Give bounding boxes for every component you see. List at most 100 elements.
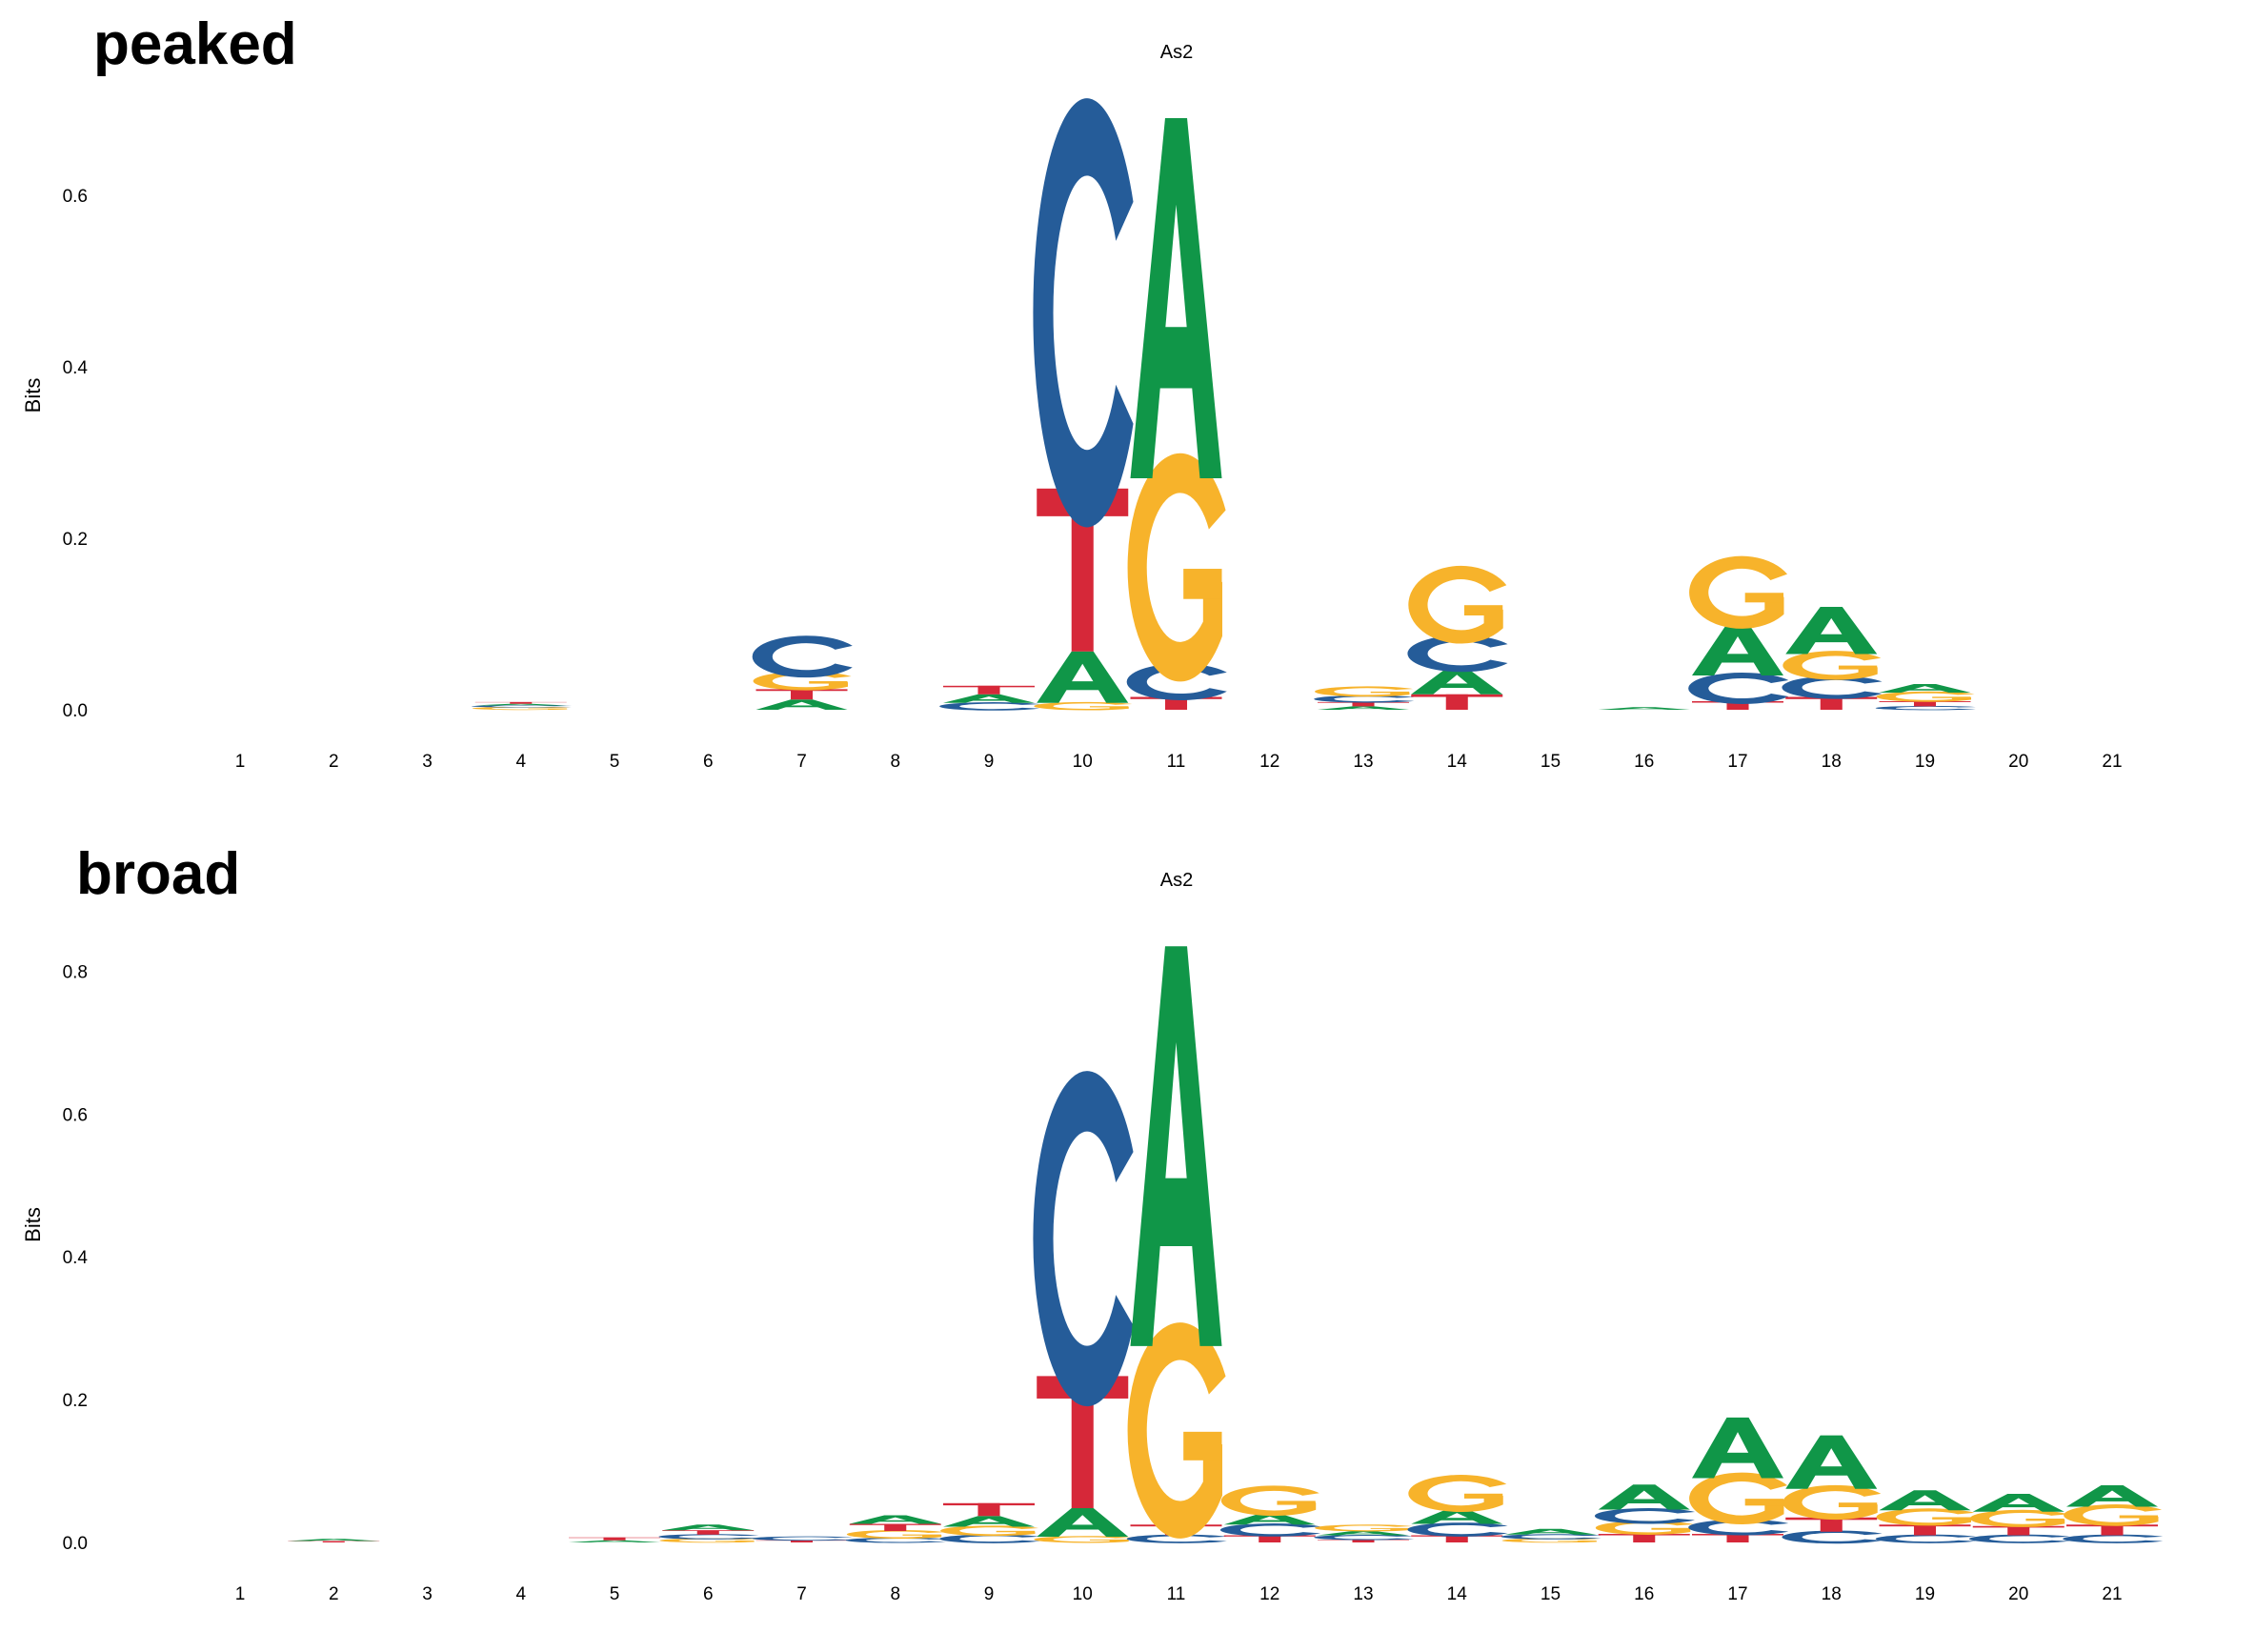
x-tick-label: 7 bbox=[796, 1584, 807, 1604]
logo-letter-c bbox=[752, 635, 853, 678]
panel-label: broad bbox=[76, 841, 241, 907]
logo-letter-a bbox=[849, 1515, 941, 1524]
x-tick-label: 1 bbox=[235, 752, 246, 772]
x-tick-label: 6 bbox=[703, 1584, 714, 1604]
logo-title: As2 bbox=[1159, 870, 1194, 891]
logo-letter-c bbox=[1314, 1535, 1415, 1541]
logo-letter-a bbox=[569, 1540, 660, 1542]
logo-letter-a bbox=[1785, 607, 1878, 655]
logo-letter-c bbox=[472, 705, 573, 708]
logo-letter-c bbox=[2063, 1534, 2164, 1543]
x-tick-label: 17 bbox=[1727, 752, 1747, 772]
x-tick-label: 2 bbox=[329, 752, 339, 772]
logo-letter-a bbox=[1598, 1484, 1690, 1510]
logo-letter-t bbox=[755, 689, 848, 700]
logo-letter-a bbox=[1411, 668, 1503, 695]
logo-letter-t bbox=[1879, 701, 1971, 707]
x-tick-label: 18 bbox=[1822, 752, 1842, 772]
logo-letter-g bbox=[1408, 565, 1507, 644]
y-tick-label: 0.0 bbox=[63, 1534, 88, 1554]
peaked-panel: peaked As2 Bits 0.0 0.2 0.4 0.6 1 2 3 4 5 6 7 8 9 10 11… bbox=[21, 11, 2123, 773]
x-tick-label: 12 bbox=[1259, 752, 1279, 772]
logo-letter-c bbox=[1876, 706, 1976, 711]
logo-letter-a bbox=[1318, 1531, 1409, 1536]
y-tick-label: 0.2 bbox=[63, 1391, 88, 1411]
broad-panel: broad As2 Bits 0.0 0.2 0.4 0.6 0.8 1 2 3 4 5 6 7 8 9 10… bbox=[0, 826, 2256, 1652]
logo-letter-t bbox=[1879, 1524, 1971, 1536]
logo-letter-c bbox=[939, 702, 1040, 711]
logo-letter-g bbox=[1034, 1536, 1133, 1543]
logo-letter-g bbox=[1408, 1475, 1507, 1512]
x-tick-label: 4 bbox=[515, 1584, 526, 1604]
logo-letter-a bbox=[1223, 1514, 1316, 1525]
logo-letter-g bbox=[1969, 1509, 2068, 1527]
logo-letter-c bbox=[1407, 1522, 1508, 1537]
logo-letter-c bbox=[1595, 1508, 1696, 1524]
x-tick-label: 19 bbox=[1915, 752, 1935, 772]
logo-letter-g bbox=[1783, 651, 1882, 680]
x-tick-label: 11 bbox=[1167, 1584, 1186, 1604]
x-tick-label: 15 bbox=[1541, 1584, 1561, 1604]
x-tick-label: 3 bbox=[422, 1584, 433, 1604]
logo-letter-a bbox=[1598, 707, 1690, 710]
logo-letter-c bbox=[1033, 98, 1134, 528]
x-tick-label: 15 bbox=[1541, 752, 1561, 772]
logo-letter-t bbox=[569, 1537, 660, 1541]
logo-letter-g bbox=[1127, 453, 1226, 682]
y-tick-label: 0.0 bbox=[63, 701, 88, 721]
x-tick-label: 11 bbox=[1167, 752, 1186, 772]
x-tick-label: 7 bbox=[796, 752, 807, 772]
logo-letter-a bbox=[288, 1539, 380, 1541]
x-tick-label: 20 bbox=[2008, 1584, 2028, 1604]
logo-letter-a bbox=[1785, 1435, 1878, 1489]
logo-letter-c bbox=[1688, 673, 1789, 704]
x-tick-label: 16 bbox=[1634, 752, 1654, 772]
y-tick-label: 0.8 bbox=[63, 962, 88, 982]
logo-letter-g bbox=[1689, 1472, 1788, 1525]
logo-letter-c bbox=[1126, 1534, 1227, 1543]
logo-letter-g bbox=[940, 1525, 1039, 1537]
x-tick-label: 19 bbox=[1915, 1584, 1935, 1604]
logo-letter-t bbox=[849, 1523, 941, 1532]
x-tick-label: 21 bbox=[2102, 752, 2122, 772]
logo-letter-t bbox=[1411, 694, 1503, 710]
x-tick-label: 9 bbox=[984, 752, 995, 772]
x-tick-label: 14 bbox=[1447, 752, 1468, 772]
x-tick-label: 10 bbox=[1073, 752, 1093, 772]
x-tick-label: 1 bbox=[235, 1584, 246, 1604]
x-tick-label: 21 bbox=[2102, 1584, 2122, 1604]
logo-letter-g bbox=[1876, 1508, 1975, 1526]
y-tick-label: 0.6 bbox=[63, 187, 88, 207]
x-tick-label: 12 bbox=[1259, 1584, 1279, 1604]
x-tick-label: 18 bbox=[1822, 1584, 1842, 1604]
x-tick-label: 17 bbox=[1727, 1584, 1747, 1604]
logo-letter-a bbox=[1037, 1508, 1129, 1538]
logo-letter-a bbox=[943, 694, 1035, 703]
y-axis-label: Bits bbox=[21, 1207, 45, 1242]
x-tick-label: 8 bbox=[890, 1584, 900, 1604]
panel-label: peaked bbox=[93, 11, 297, 77]
logo-letter-t bbox=[1598, 1534, 1690, 1542]
logo-letter-c bbox=[658, 1534, 759, 1540]
logo-letter-c bbox=[846, 1538, 947, 1543]
y-axis-label: Bits bbox=[21, 378, 45, 413]
logo-letter-a bbox=[662, 1524, 755, 1531]
logo-letter-g bbox=[1315, 686, 1414, 697]
logo-letter-t bbox=[288, 1541, 380, 1542]
y-tick-label: 0.4 bbox=[63, 358, 89, 378]
x-tick-label: 9 bbox=[984, 1584, 995, 1604]
logo-letter-a bbox=[1318, 706, 1409, 710]
logo-letter-g bbox=[2064, 1504, 2163, 1526]
x-tick-label: 5 bbox=[610, 1584, 620, 1604]
logo-letter-a bbox=[1130, 946, 1222, 1346]
logo-letter-g bbox=[1876, 691, 1975, 702]
logo-title: As2 bbox=[1159, 42, 1194, 63]
logo-letter-a bbox=[1692, 624, 1783, 675]
x-tick-label: 13 bbox=[1353, 752, 1373, 772]
logo-letter-g bbox=[1220, 1485, 1319, 1517]
logo-letter-t bbox=[2066, 1524, 2158, 1536]
logo-letter-a bbox=[1411, 1509, 1503, 1524]
logo-letter-a bbox=[1692, 1417, 1783, 1479]
